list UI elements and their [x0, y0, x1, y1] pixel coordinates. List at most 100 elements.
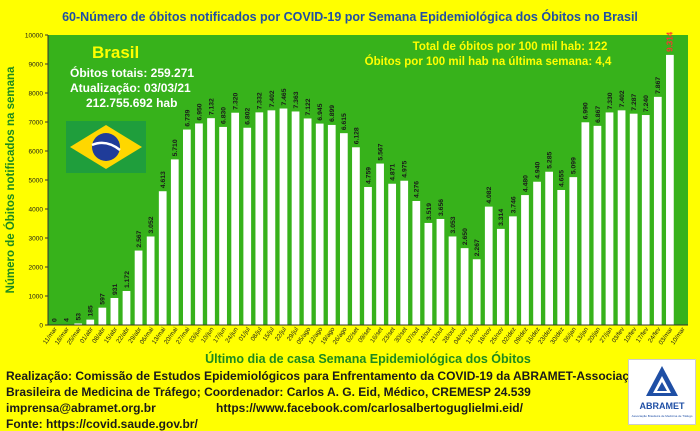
country-name: Brasil: [92, 43, 139, 62]
bar: [376, 163, 384, 325]
bar: [484, 206, 493, 325]
bar: [388, 183, 397, 325]
bar: [255, 112, 264, 325]
bar: [110, 298, 119, 325]
bar-value-label: 2.567: [136, 230, 143, 247]
bar-value-label: 7.320: [233, 92, 240, 109]
y-tick-label: 2000: [29, 265, 44, 272]
bar: [86, 319, 95, 325]
bar-value-label: 4.276: [414, 181, 421, 198]
bar: [666, 54, 674, 325]
bar: [352, 147, 360, 325]
bar: [509, 216, 517, 325]
bar-value-label: 931: [112, 283, 119, 295]
bar-value-label: 7.240: [643, 95, 650, 112]
bar-value-label: 1.172: [124, 271, 131, 288]
bar: [581, 122, 590, 325]
bar: [424, 222, 433, 325]
bar: [629, 113, 638, 325]
bar-value-label: 7.867: [655, 77, 662, 94]
bar-value-label: 4.613: [160, 171, 167, 188]
bar: [364, 186, 372, 325]
bar-value-label: 0: [51, 318, 58, 322]
bar: [219, 126, 227, 326]
y-tick-label: 3000: [29, 236, 44, 243]
bar-value-label: 6.950: [196, 103, 203, 120]
bar-value-label: 3.656: [438, 199, 445, 216]
bar-value-label: 3.314: [498, 209, 505, 226]
bar-value-label: 2.650: [462, 228, 469, 245]
bar: [122, 291, 131, 325]
bar-value-label: 7.363: [293, 91, 300, 108]
bar: [134, 250, 143, 325]
logo-subtext: Associação Brasileira de Medicina de Trá…: [632, 414, 693, 418]
bar-value-label: 7.330: [607, 92, 614, 109]
abramet-logo-icon: ABRAMET Associação Brasileira de Medicin…: [632, 366, 693, 418]
bar-value-label: 7.122: [305, 98, 312, 115]
bar-value-label: 3.053: [450, 216, 457, 233]
bar-value-label: 5.567: [377, 143, 384, 160]
bar-value-label: 185: [88, 305, 95, 317]
logo-text: ABRAMET: [640, 401, 685, 411]
bar: [533, 181, 541, 325]
stat-per100k: Total de óbitos por 100 mil hab: 122: [413, 41, 608, 53]
bar: [170, 159, 179, 325]
footer-source[interactable]: Fonte: https://covid.saude.gov.br/: [6, 417, 198, 431]
bar-value-label: 6.990: [583, 102, 590, 119]
bar-value-label: 4.082: [486, 186, 493, 203]
footer-email[interactable]: imprensa@abramet.org.br: [6, 401, 156, 415]
bar-value-label: 6.899: [329, 105, 336, 122]
bar-value-label: 6.830: [220, 107, 227, 124]
bar: [183, 129, 191, 325]
bar: [460, 248, 469, 325]
bar-value-label: 9.314: [665, 31, 674, 52]
bar: [279, 108, 288, 325]
bar: [327, 124, 336, 325]
bar: [521, 195, 529, 325]
brazil-flag-icon: [66, 121, 146, 173]
bar-value-label: 3.519: [426, 203, 433, 220]
bar-value-label: 7.402: [619, 90, 626, 107]
bar: [400, 180, 409, 325]
x-axis-label: Último dia de casa Semana Epidemiológica…: [205, 351, 531, 366]
bar: [472, 259, 481, 325]
bar: [74, 323, 83, 325]
bar-value-label: 5.099: [571, 157, 578, 174]
bar-value-label: 6.945: [317, 103, 324, 120]
y-tick-label: 6000: [29, 149, 44, 156]
bar-value-label: 6.867: [595, 106, 602, 123]
bar: [339, 133, 348, 325]
bar-value-label: 4.871: [390, 164, 397, 181]
bar-value-label: 5.710: [172, 139, 179, 156]
bar: [303, 118, 312, 325]
footer-credits-line2: Brasileira de Medicina de Tráfego; Coord…: [6, 385, 531, 399]
bar: [617, 110, 626, 325]
bar: [605, 112, 614, 326]
bar: [243, 127, 252, 325]
bar: [593, 125, 602, 326]
bar: [98, 307, 107, 325]
bar: [146, 236, 155, 325]
bar-value-label: 7.465: [281, 88, 288, 105]
bar: [291, 111, 300, 326]
bar-value-label: 6.802: [245, 108, 252, 125]
bar: [653, 96, 662, 326]
population: 212.755.692 hab: [86, 96, 177, 110]
bar-value-label: 3.746: [510, 196, 517, 213]
bar: [545, 171, 553, 325]
y-tick-label: 1000: [29, 294, 44, 301]
stat-per100k-last-week: Óbitos por 100 mil hab na última semana:…: [365, 55, 612, 68]
bar: [496, 228, 505, 325]
bar: [557, 190, 566, 325]
bar: [641, 115, 650, 325]
abramet-logo: ABRAMET Associação Brasileira de Medicin…: [628, 359, 696, 425]
bar: [569, 177, 578, 325]
footer-facebook-link[interactable]: https://www.facebook.com/carlosalbertogu…: [216, 401, 523, 415]
bar: [412, 200, 421, 325]
bar: [207, 118, 215, 325]
y-tick-label: 8000: [29, 91, 44, 98]
bar-value-label: 7.132: [208, 98, 215, 115]
y-tick-label: 5000: [29, 178, 44, 185]
bar: [436, 218, 445, 325]
